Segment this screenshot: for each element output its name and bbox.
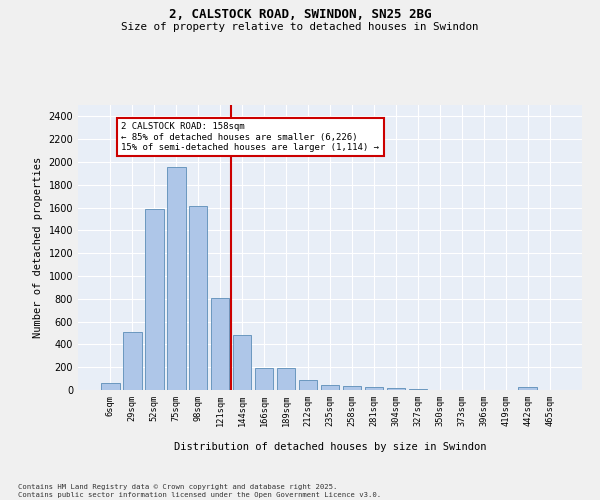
Bar xyxy=(145,208,164,390)
Bar xyxy=(167,166,185,390)
Bar xyxy=(320,386,340,390)
Bar xyxy=(101,383,119,390)
Bar xyxy=(365,387,383,390)
Bar xyxy=(277,368,295,390)
Text: 2 CALSTOCK ROAD: 158sqm
← 85% of detached houses are smaller (6,226)
15% of semi: 2 CALSTOCK ROAD: 158sqm ← 85% of detache… xyxy=(121,122,379,152)
Bar xyxy=(343,386,361,390)
Bar xyxy=(211,298,229,390)
Bar xyxy=(518,387,537,390)
Text: Size of property relative to detached houses in Swindon: Size of property relative to detached ho… xyxy=(121,22,479,32)
Text: Distribution of detached houses by size in Swindon: Distribution of detached houses by size … xyxy=(174,442,486,452)
Bar xyxy=(123,332,142,390)
Bar xyxy=(233,336,251,390)
Text: Contains HM Land Registry data © Crown copyright and database right 2025.
Contai: Contains HM Land Registry data © Crown c… xyxy=(18,484,381,498)
Bar xyxy=(386,388,405,390)
Bar xyxy=(299,380,317,390)
Y-axis label: Number of detached properties: Number of detached properties xyxy=(33,157,43,338)
Bar xyxy=(255,368,274,390)
Bar xyxy=(189,206,208,390)
Text: 2, CALSTOCK ROAD, SWINDON, SN25 2BG: 2, CALSTOCK ROAD, SWINDON, SN25 2BG xyxy=(169,8,431,20)
